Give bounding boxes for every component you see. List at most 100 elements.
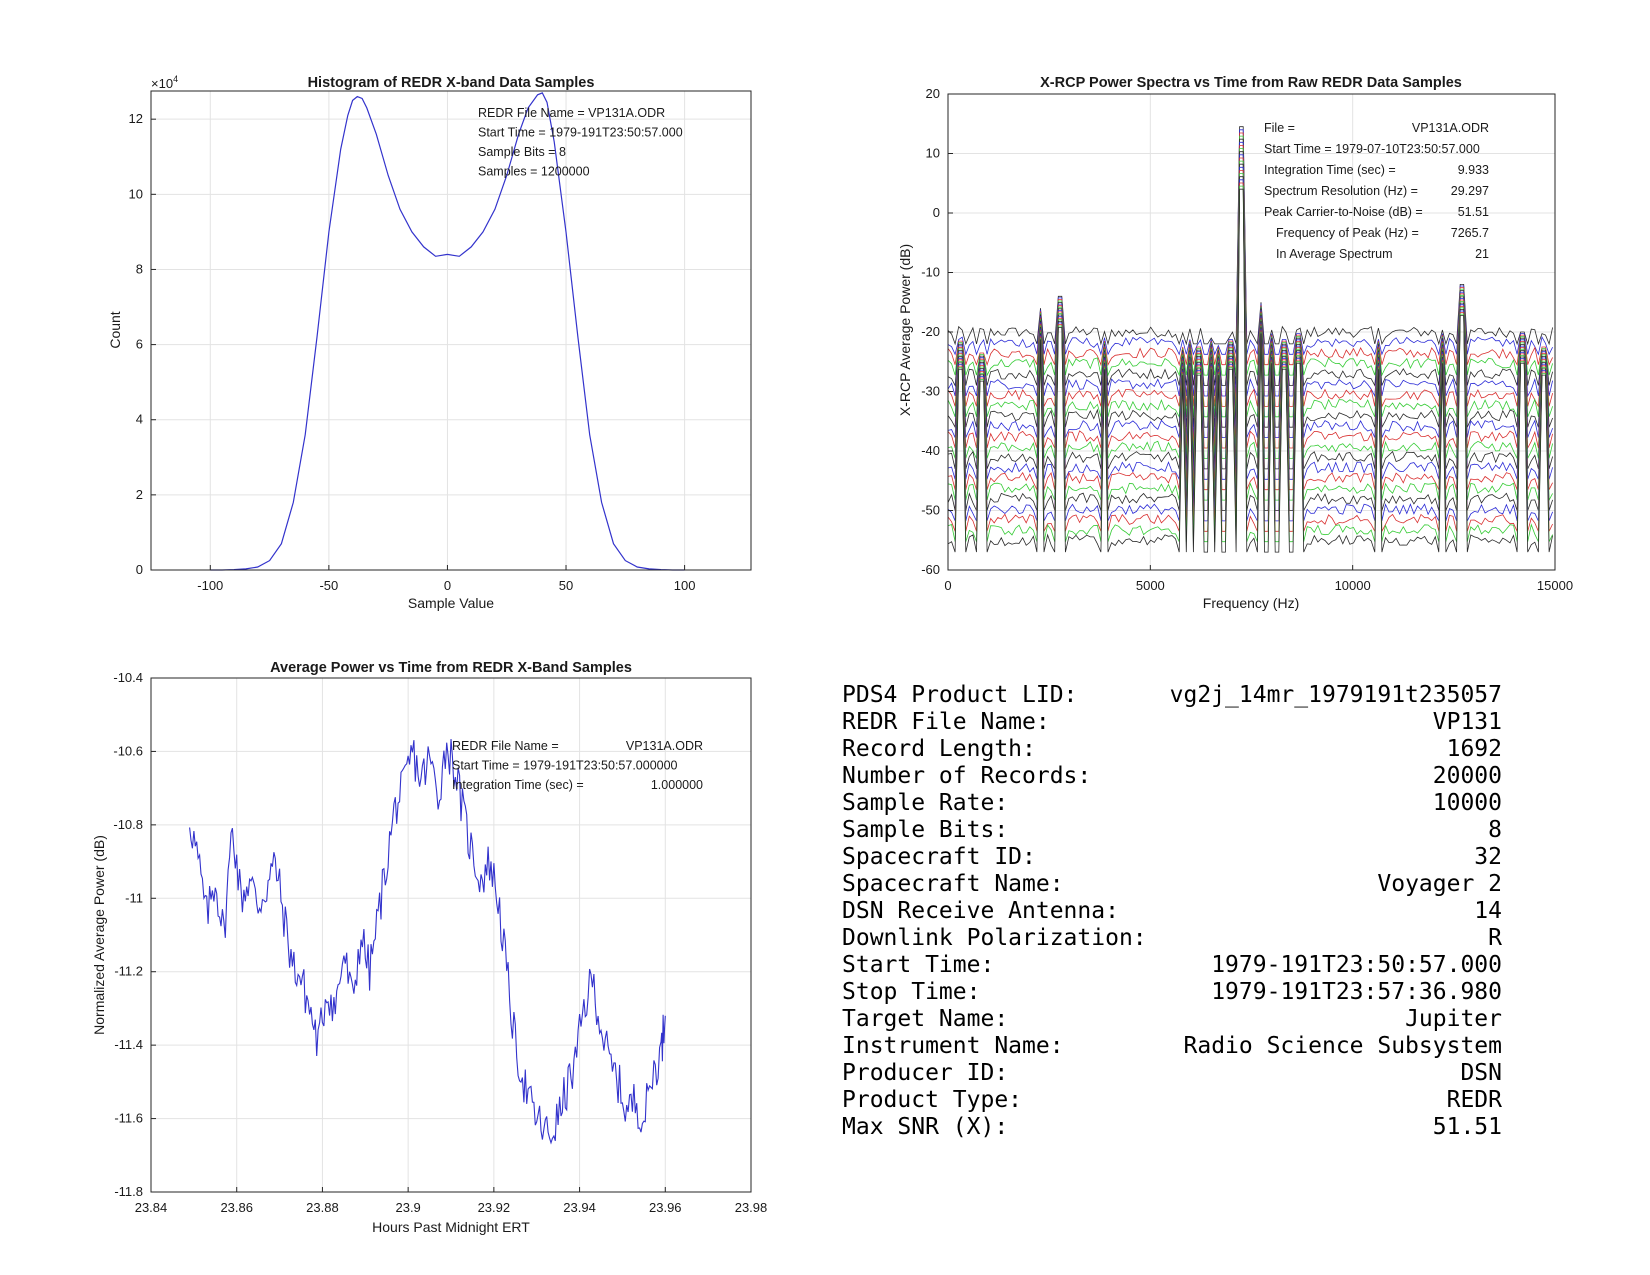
spectra-trace	[947, 173, 1553, 502]
spectra-y-tick-label: 0	[933, 205, 940, 220]
spectra-annotation-label: Integration Time (sec) =	[1264, 163, 1396, 177]
metadata-row: Max SNR (X): 51.51	[842, 1114, 1502, 1141]
histogram-annotations: REDR File Name = VP131A.ODR Start Time = …	[478, 106, 683, 179]
histogram-line	[210, 92, 685, 571]
spectra-trace	[947, 166, 1553, 480]
power-annotation-label: Start Time = 1979-191T23:50:57.000000	[452, 759, 678, 773]
histogram-y-tick-label: 6	[136, 337, 143, 352]
metadata-label: Number of Records:	[842, 763, 1092, 789]
histogram-annotation-line: Samples = 1200000	[478, 165, 590, 179]
spectra-y-tick-label: -20	[921, 324, 940, 339]
histogram-title: Histogram of REDR X-band Data Samples	[308, 75, 595, 91]
spectra-trace	[947, 141, 1553, 398]
metadata-value: R	[1488, 925, 1502, 951]
power-x-tick-label: 23.9	[395, 1200, 420, 1215]
spectra-trace	[947, 151, 1553, 429]
spectra-trace	[947, 148, 1553, 419]
histogram-x-label: Sample Value	[408, 595, 494, 611]
metadata-row: PDS4 Product LID: vg2j_14mr_1979191t23505…	[842, 682, 1502, 709]
histogram-axes-box	[150, 90, 752, 571]
power-x-tick-label: 23.98	[735, 1200, 768, 1215]
spectra-y-ticks: -60 -50 -40 -30 -20 -10 0 10 20	[921, 86, 953, 577]
power-y-tick-label: -11.4	[114, 1037, 143, 1052]
metadata-label: Sample Bits:	[842, 817, 1009, 843]
histogram-x-tick-label: 100	[674, 578, 696, 593]
metadata-row: Target Name: Jupiter	[842, 1006, 1502, 1033]
spectra-annotation-label: Start Time = 1979-07-10T23:50:57.000	[1264, 142, 1480, 156]
metadata-row: Spacecraft Name: Voyager 2	[842, 871, 1502, 898]
power-x-tick-label: 23.94	[563, 1200, 596, 1215]
spectra-trace	[947, 163, 1553, 471]
metadata-value: 1979-191T23:50:57.000	[1211, 952, 1502, 978]
power-chart: 23.84 23.86 23.88 23.9 23.92 23.94 23.96 23.98 …	[91, 660, 768, 1235]
metadata-row: Number of Records: 20000	[842, 763, 1502, 790]
metadata-row: Start Time: 1979-191T23:50:57.000	[842, 952, 1502, 979]
spectra-y-tick-label: 10	[926, 146, 940, 161]
metadata-label: Target Name:	[842, 1006, 1009, 1032]
metadata-label: Product Type:	[842, 1087, 1023, 1113]
metadata-value: 20000	[1432, 763, 1502, 789]
spectra-trace	[947, 138, 1553, 388]
histogram-y-multiplier-exponent: 4	[173, 74, 178, 84]
histogram-y-label: Count	[107, 311, 123, 348]
spectra-x-ticks: 0 5000 10000 15000	[944, 565, 1573, 593]
metadata-value: Jupiter	[1405, 1006, 1502, 1032]
spectra-annotation-value: VP131A.ODR	[1412, 121, 1489, 135]
power-y-label: Normalized Average Power (dB)	[91, 835, 107, 1035]
power-y-tick-label: -11.6	[114, 1111, 143, 1126]
histogram-grid	[151, 91, 751, 571]
power-y-tick-label: -10.8	[113, 817, 143, 832]
power-annotation-value: VP131A.ODR	[626, 739, 703, 753]
metadata-value: 8	[1488, 817, 1502, 843]
histogram-chart: -100 -50 0 50 100 0 2 4 6 8 10 12 ×104 Histogram o…	[107, 74, 752, 611]
spectra-y-tick-label: -10	[921, 265, 940, 280]
metadata-value: 51.51	[1432, 1114, 1502, 1140]
metadata-row: Stop Time: 1979-191T23:57:36.980	[842, 979, 1502, 1006]
power-x-label: Hours Past Midnight ERT	[372, 1219, 530, 1235]
metadata-label: Producer ID:	[842, 1060, 1009, 1086]
spectra-trace	[947, 135, 1553, 377]
spectra-annotation-value: 9.933	[1458, 163, 1489, 177]
spectra-y-tick-label: -30	[921, 384, 940, 399]
metadata-value: REDR	[1446, 1087, 1502, 1113]
power-x-tick-label: 23.86	[220, 1200, 253, 1215]
spectra-annotation-label: In Average Spectrum	[1276, 247, 1393, 261]
power-annotations: REDR File Name = VP131A.ODR Start Time = 1…	[452, 739, 703, 792]
spectra-trace	[947, 188, 1553, 553]
histogram-annotation-line: Start Time = 1979-191T23:50:57.000	[478, 126, 683, 140]
metadata-value: Voyager 2	[1377, 871, 1502, 897]
spectra-y-tick-label: -40	[921, 443, 940, 458]
power-x-tick-label: 23.96	[649, 1200, 682, 1215]
power-annotation-label: Integration Time (sec) =	[452, 778, 584, 792]
histogram-y-multiplier: ×104	[151, 74, 178, 91]
metadata-row: REDR File Name: VP131	[842, 709, 1502, 736]
metadata-value: VP131	[1432, 709, 1502, 735]
spectra-trace	[947, 182, 1553, 532]
spectra-traces	[947, 126, 1553, 553]
metadata-label: Sample Rate:	[842, 790, 1009, 816]
metadata-table: PDS4 Product LID: vg2j_14mr_1979191t23505…	[842, 682, 1502, 1141]
spectra-trace	[947, 170, 1553, 491]
power-line	[189, 739, 666, 1145]
metadata-label: Record Length:	[842, 736, 1036, 762]
histogram-x-tick-label: 0	[444, 578, 451, 593]
spectra-annotation-value: 29.297	[1451, 184, 1489, 198]
power-y-tick-label: -10.4	[113, 670, 143, 685]
spectra-x-tick-label: 5000	[1136, 578, 1165, 593]
power-x-tick-label: 23.92	[478, 1200, 511, 1215]
metadata-label: PDS4 Product LID:	[842, 682, 1078, 708]
power-annotation-label: REDR File Name =	[452, 739, 559, 753]
spectra-annotation-label: Frequency of Peak (Hz) =	[1276, 226, 1419, 240]
spectra-x-label: Frequency (Hz)	[1203, 595, 1299, 611]
metadata-row: Record Length: 1692	[842, 736, 1502, 763]
histogram-y-tick-label: 10	[129, 186, 143, 201]
metadata-label: Spacecraft ID:	[842, 844, 1036, 870]
spectra-y-tick-label: -60	[921, 562, 940, 577]
power-y-tick-label: -11.8	[114, 1184, 143, 1199]
spectra-trace	[947, 129, 1553, 356]
power-x-tick-label: 23.88	[306, 1200, 339, 1215]
metadata-label: Max SNR (X):	[842, 1114, 1009, 1140]
spectra-annotation-label: Peak Carrier-to-Noise (dB) =	[1264, 205, 1423, 219]
histogram-y-tick-label: 0	[136, 562, 143, 577]
spectra-y-tick-label: 20	[926, 86, 940, 101]
